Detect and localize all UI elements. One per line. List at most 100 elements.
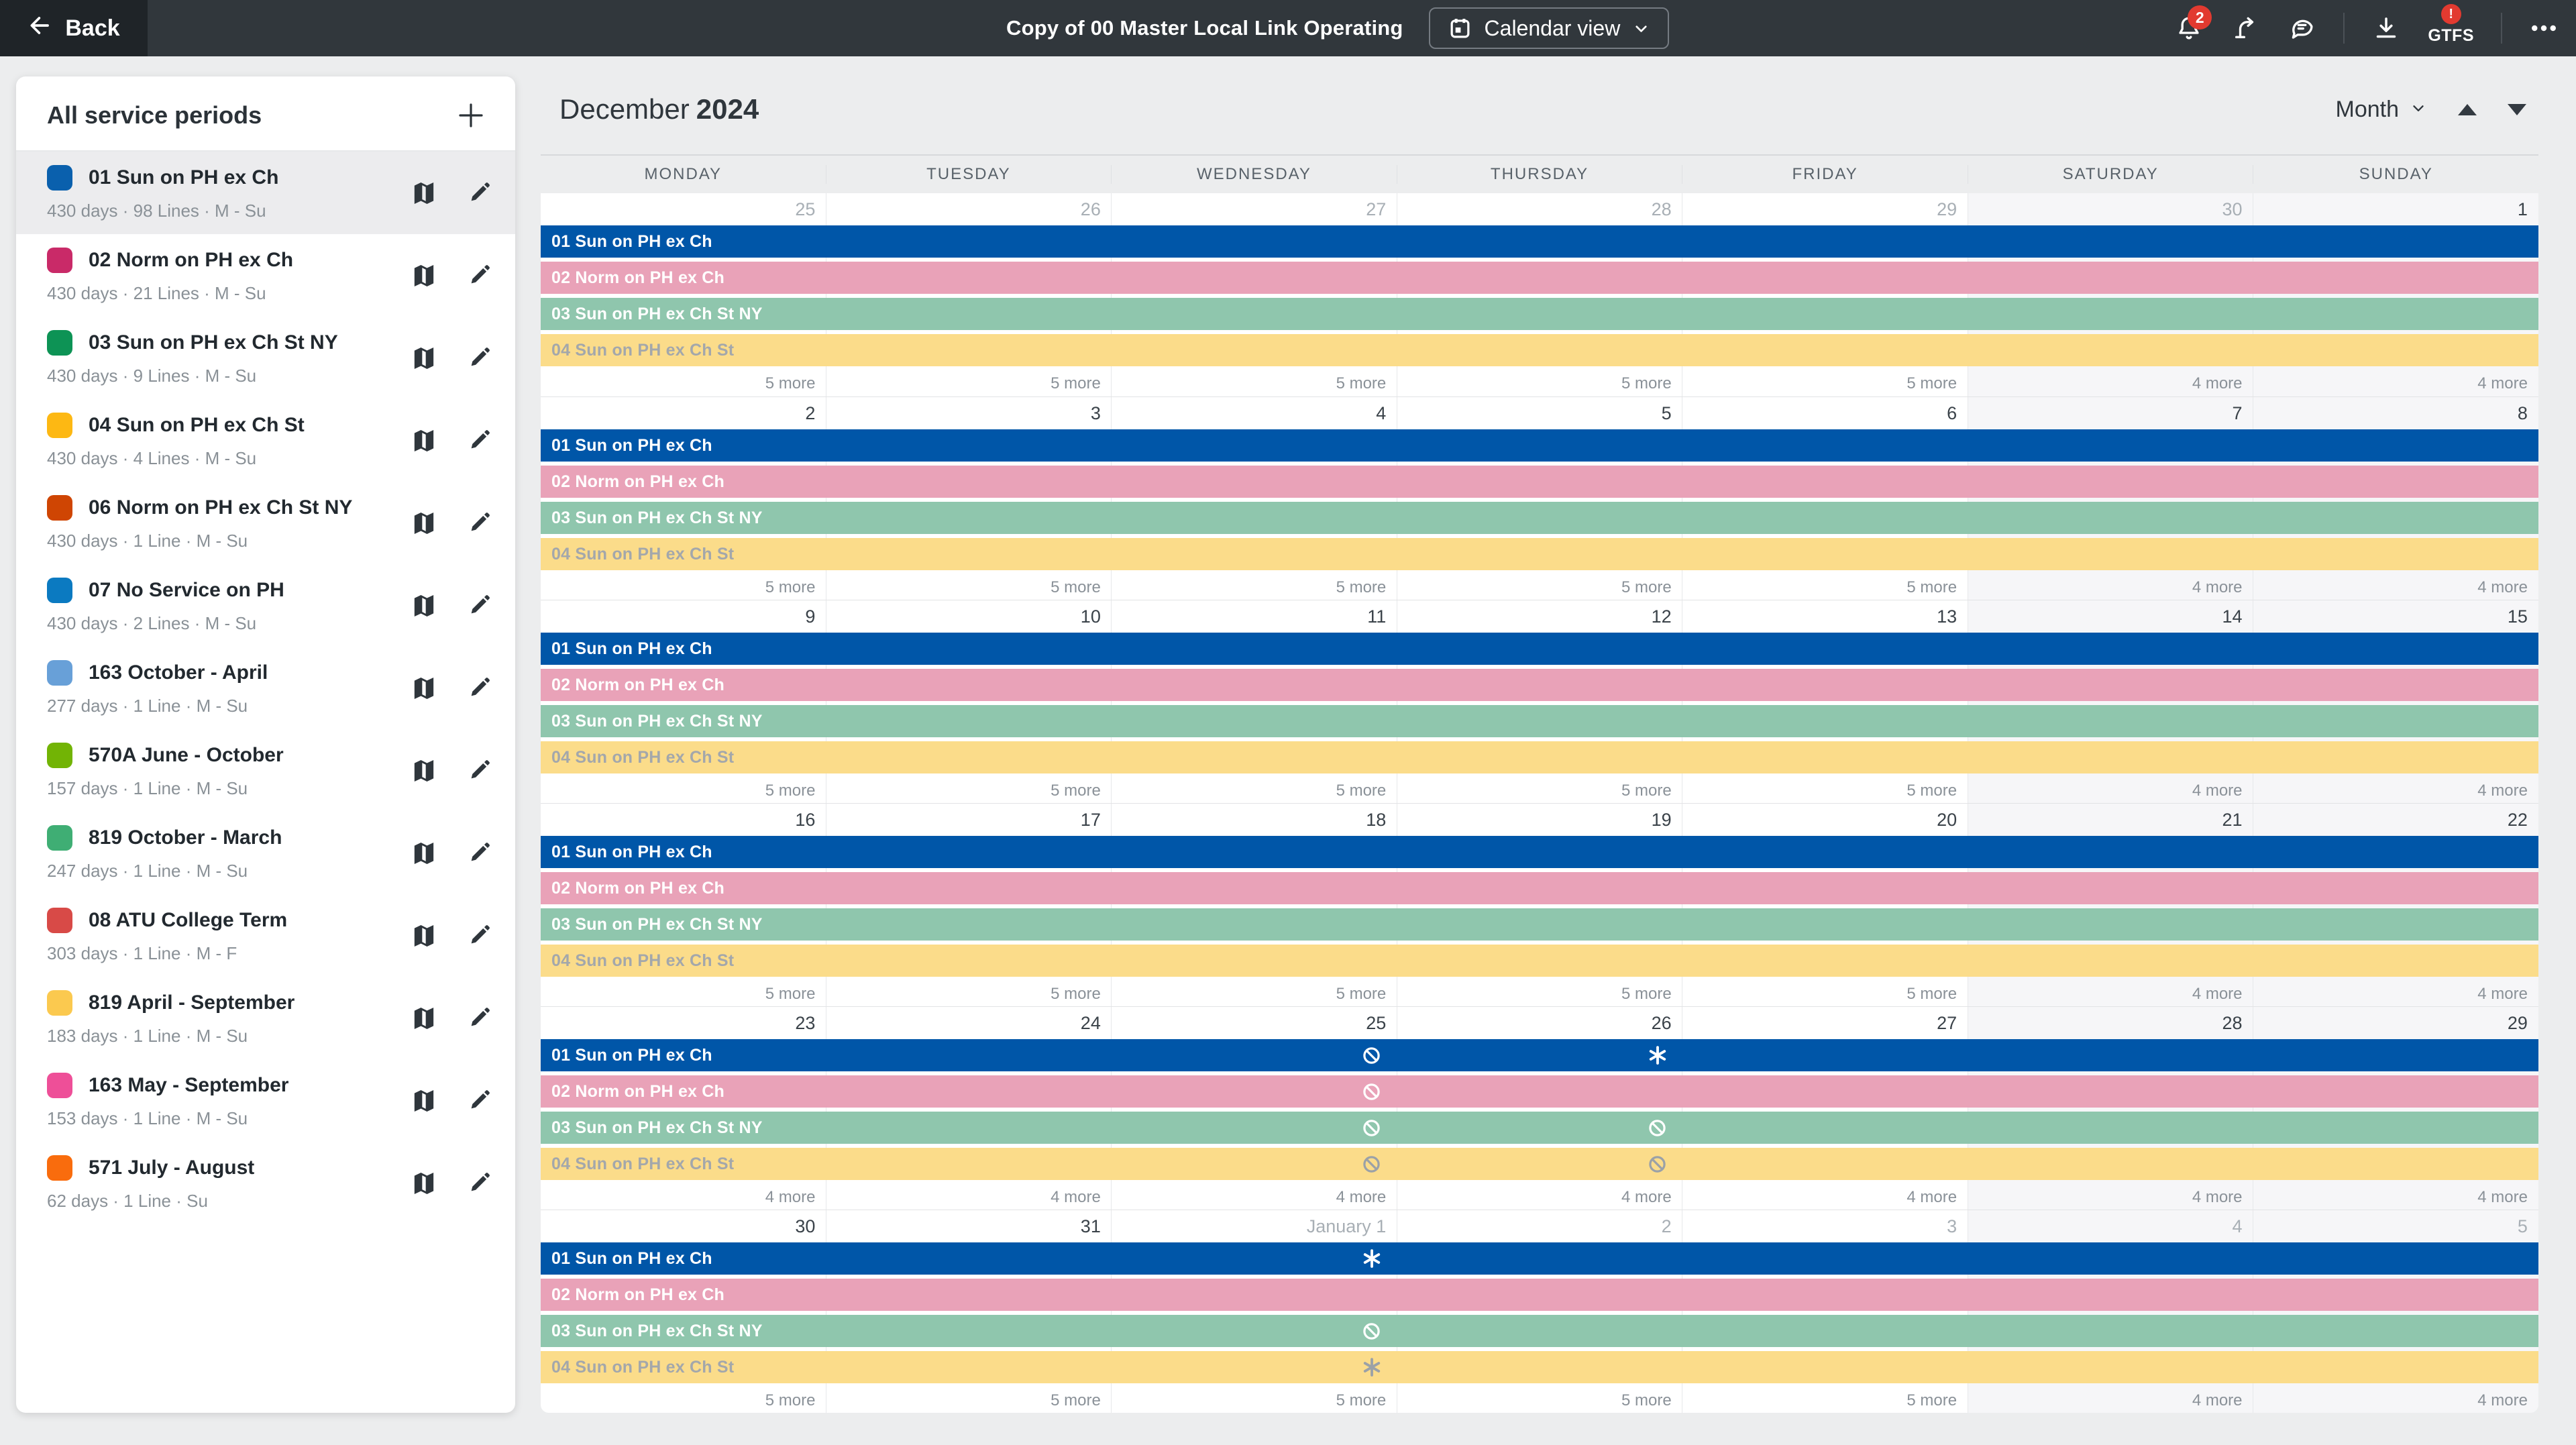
more-events-link[interactable]: 4 more	[2477, 374, 2528, 392]
more-events-link[interactable]: 5 more	[1336, 374, 1387, 392]
service-period-bar[interactable]: 01 Sun on PH ex Ch	[541, 1242, 2538, 1275]
more-events-link[interactable]: 5 more	[1051, 1391, 1101, 1409]
more-events-link[interactable]: 5 more	[1621, 1391, 1672, 1409]
add-service-period-button[interactable]	[455, 99, 487, 131]
back-button[interactable]: Back	[0, 0, 148, 56]
more-events-link[interactable]: 4 more	[2192, 374, 2243, 392]
service-period-bar[interactable]: 04 Sun on PH ex Ch St	[541, 1351, 2538, 1383]
service-period-bar[interactable]: 04 Sun on PH ex Ch St	[541, 945, 2538, 977]
more-events-link[interactable]: 4 more	[765, 1187, 816, 1206]
more-events-link[interactable]: 5 more	[765, 578, 816, 596]
pencil-icon[interactable]	[467, 262, 492, 289]
pencil-icon[interactable]	[467, 427, 492, 454]
service-period-bar[interactable]: 02 Norm on PH ex Ch	[541, 872, 2538, 904]
map-icon[interactable]	[411, 427, 437, 454]
service-period-item[interactable]: 819 April - September 183 days · 1 Line ·…	[16, 977, 515, 1059]
pencil-icon[interactable]	[467, 592, 492, 619]
service-period-item[interactable]: 819 October - March 247 days · 1 Line · M…	[16, 812, 515, 894]
more-events-link[interactable]: 5 more	[1621, 578, 1672, 596]
share-button[interactable]	[2231, 8, 2260, 48]
more-events-link[interactable]: 5 more	[1336, 984, 1387, 1003]
pencil-icon[interactable]	[467, 675, 492, 702]
map-icon[interactable]	[411, 922, 437, 949]
pencil-icon[interactable]	[467, 1170, 492, 1197]
service-period-item[interactable]: 04 Sun on PH ex Ch St 430 days · 4 Lines …	[16, 399, 515, 482]
service-period-bar[interactable]: 01 Sun on PH ex Ch	[541, 836, 2538, 868]
service-period-bar[interactable]: 02 Norm on PH ex Ch	[541, 262, 2538, 294]
pencil-icon[interactable]	[467, 757, 492, 784]
service-period-bar[interactable]: 03 Sun on PH ex Ch St NY	[541, 502, 2538, 534]
more-events-link[interactable]: 4 more	[2192, 984, 2243, 1003]
map-icon[interactable]	[411, 675, 437, 702]
more-events-link[interactable]: 5 more	[1907, 781, 1957, 800]
service-period-bar[interactable]: 02 Norm on PH ex Ch	[541, 669, 2538, 701]
more-events-link[interactable]: 4 more	[2477, 781, 2528, 800]
service-period-item[interactable]: 163 May - September 153 days · 1 Line · M…	[16, 1059, 515, 1142]
comments-button[interactable]	[2287, 8, 2316, 48]
granularity-dropdown[interactable]: Month	[2336, 97, 2428, 123]
more-events-link[interactable]: 5 more	[1621, 781, 1672, 800]
more-events-link[interactable]: 4 more	[2192, 781, 2243, 800]
service-period-item[interactable]: 163 October - April 277 days · 1 Line · M…	[16, 647, 515, 729]
service-period-item[interactable]: 01 Sun on PH ex Ch 430 days · 98 Lines · …	[16, 152, 515, 234]
service-period-bar[interactable]: 02 Norm on PH ex Ch	[541, 1075, 2538, 1108]
service-period-item[interactable]: 570A June - October 157 days · 1 Line · M…	[16, 729, 515, 812]
more-events-link[interactable]: 4 more	[1621, 1187, 1672, 1206]
service-period-bar[interactable]: 01 Sun on PH ex Ch	[541, 429, 2538, 462]
calendar-view-button[interactable]: Calendar view	[1428, 7, 1670, 49]
more-events-link[interactable]: 5 more	[1621, 374, 1672, 392]
service-period-bar[interactable]: 03 Sun on PH ex Ch St NY	[541, 1112, 2538, 1144]
more-events-link[interactable]: 5 more	[1051, 984, 1101, 1003]
more-events-link[interactable]: 5 more	[765, 984, 816, 1003]
next-month-button[interactable]	[2508, 103, 2526, 115]
map-icon[interactable]	[411, 180, 437, 207]
service-period-bar[interactable]: 04 Sun on PH ex Ch St	[541, 334, 2538, 366]
pencil-icon[interactable]	[467, 922, 492, 949]
map-icon[interactable]	[411, 840, 437, 867]
pencil-icon[interactable]	[467, 510, 492, 537]
more-events-link[interactable]: 5 more	[1336, 781, 1387, 800]
service-period-item[interactable]: 02 Norm on PH ex Ch 430 days · 21 Lines ·…	[16, 234, 515, 317]
pencil-icon[interactable]	[467, 1087, 492, 1114]
map-icon[interactable]	[411, 262, 437, 289]
map-icon[interactable]	[411, 1170, 437, 1197]
map-icon[interactable]	[411, 592, 437, 619]
more-events-link[interactable]: 4 more	[1336, 1187, 1387, 1206]
map-icon[interactable]	[411, 1087, 437, 1114]
more-events-link[interactable]: 4 more	[2192, 578, 2243, 596]
more-events-link[interactable]: 4 more	[2477, 1391, 2528, 1409]
service-period-bar[interactable]: 03 Sun on PH ex Ch St NY	[541, 908, 2538, 941]
service-period-bar[interactable]: 04 Sun on PH ex Ch St	[541, 741, 2538, 773]
more-events-link[interactable]: 4 more	[2192, 1391, 2243, 1409]
service-period-bar[interactable]: 03 Sun on PH ex Ch St NY	[541, 705, 2538, 737]
more-options-button[interactable]	[2529, 8, 2559, 48]
service-period-bar[interactable]: 03 Sun on PH ex Ch St NY	[541, 298, 2538, 330]
pencil-icon[interactable]	[467, 840, 492, 867]
more-events-link[interactable]: 5 more	[1907, 374, 1957, 392]
more-events-link[interactable]: 5 more	[1907, 984, 1957, 1003]
more-events-link[interactable]: 5 more	[1621, 984, 1672, 1003]
pencil-icon[interactable]	[467, 345, 492, 372]
more-events-link[interactable]: 5 more	[1907, 578, 1957, 596]
service-period-item[interactable]: 07 No Service on PH 430 days · 2 Lines · …	[16, 564, 515, 647]
service-period-bar[interactable]: 04 Sun on PH ex Ch St	[541, 1148, 2538, 1180]
more-events-link[interactable]: 4 more	[2477, 578, 2528, 596]
map-icon[interactable]	[411, 757, 437, 784]
more-events-link[interactable]: 5 more	[1051, 781, 1101, 800]
more-events-link[interactable]: 4 more	[1907, 1187, 1957, 1206]
more-events-link[interactable]: 4 more	[2477, 984, 2528, 1003]
notifications-button[interactable]: 2	[2174, 5, 2212, 48]
map-icon[interactable]	[411, 1005, 437, 1032]
more-events-link[interactable]: 5 more	[765, 781, 816, 800]
service-period-item[interactable]: 03 Sun on PH ex Ch St NY 430 days · 9 Lin…	[16, 317, 515, 399]
service-period-bar[interactable]: 02 Norm on PH ex Ch	[541, 1279, 2538, 1311]
pencil-icon[interactable]	[467, 1005, 492, 1032]
pencil-icon[interactable]	[467, 180, 492, 207]
service-period-bar[interactable]: 01 Sun on PH ex Ch	[541, 633, 2538, 665]
more-events-link[interactable]: 5 more	[1336, 1391, 1387, 1409]
more-events-link[interactable]: 4 more	[2477, 1187, 2528, 1206]
service-period-bar[interactable]: 02 Norm on PH ex Ch	[541, 466, 2538, 498]
previous-month-button[interactable]	[2458, 103, 2477, 115]
more-events-link[interactable]: 5 more	[1907, 1391, 1957, 1409]
more-events-link[interactable]: 5 more	[765, 374, 816, 392]
